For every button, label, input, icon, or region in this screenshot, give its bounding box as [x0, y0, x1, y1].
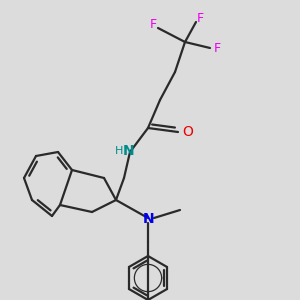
Text: F: F [213, 41, 220, 55]
Text: F: F [149, 19, 157, 32]
Text: N: N [143, 212, 155, 226]
Text: N: N [123, 144, 135, 158]
Text: O: O [183, 125, 194, 139]
Text: F: F [196, 13, 204, 26]
Text: H: H [115, 146, 123, 156]
